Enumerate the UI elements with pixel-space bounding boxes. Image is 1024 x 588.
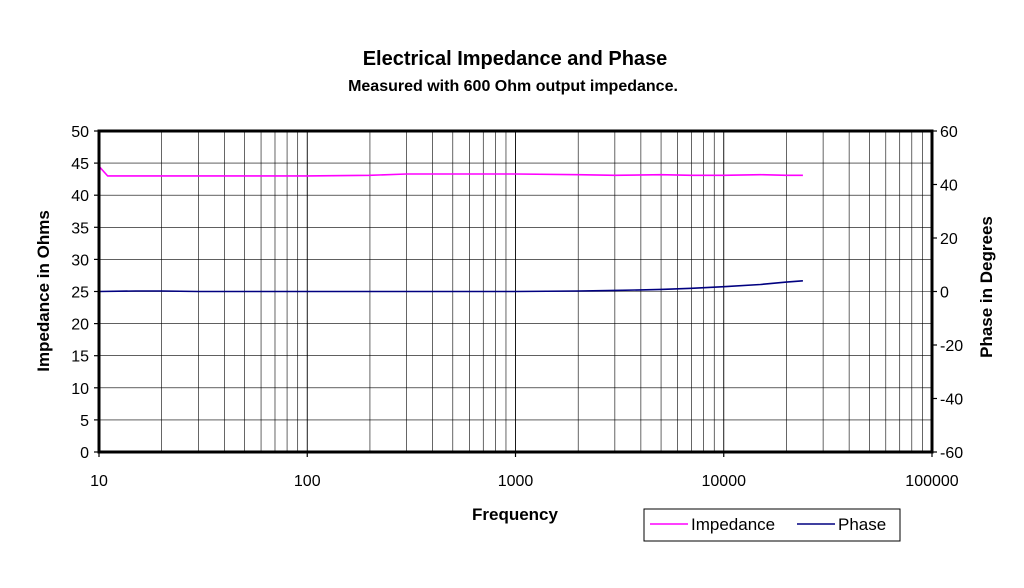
y2-tick-label: 0 xyxy=(940,285,949,302)
legend-box xyxy=(643,508,901,542)
y2-axis-label: Phase in Degrees xyxy=(977,216,996,358)
y2-tick-label: 40 xyxy=(940,178,958,195)
legend-label-impedance: Impedance xyxy=(691,515,775,534)
chart-subtitle: Measured with 600 Ohm output impedance. xyxy=(348,78,678,95)
y2-tick-label: -60 xyxy=(940,445,963,462)
y-tick-label: 45 xyxy=(71,156,89,173)
chart-title: Electrical Impedance and Phase xyxy=(363,48,668,70)
x-tick-label: 100 xyxy=(294,473,321,490)
y-axis-label: Impedance in Ohms xyxy=(34,210,53,372)
y-tick-label: 35 xyxy=(71,220,89,237)
y-tick-label: 0 xyxy=(80,445,89,462)
x-axis-label: Frequency xyxy=(472,505,559,524)
y2-tick-label: 60 xyxy=(940,124,958,141)
x-tick-label: 100000 xyxy=(905,473,958,490)
series-lines xyxy=(98,165,803,293)
y-tick-label: 40 xyxy=(71,188,89,205)
y-tick-label: 5 xyxy=(80,413,89,430)
y2-tick-label: -20 xyxy=(940,338,963,355)
x-tick-label: 10 xyxy=(90,473,108,490)
series-line-impedance xyxy=(98,165,803,177)
x-tick-label: 1000 xyxy=(498,473,534,490)
x-tick-label: 10000 xyxy=(702,473,747,490)
tick-labels: 0 5 10 15 20 25 30 35 40 45 50 -60 -40 -20 0 20 40 60 10 10… xyxy=(71,124,963,490)
legend: Impedance Phase xyxy=(643,508,901,542)
legend-label-phase: Phase xyxy=(838,515,886,534)
y-tick-label: 15 xyxy=(71,349,89,366)
y2-tick-label: -40 xyxy=(940,392,963,409)
y-tick-label: 25 xyxy=(71,285,89,302)
y-tick-label: 30 xyxy=(71,252,89,269)
y-tick-label: 50 xyxy=(71,124,89,141)
y-tick-label: 10 xyxy=(71,381,89,398)
y-tick-label: 20 xyxy=(71,317,89,334)
series-line-phase xyxy=(98,280,803,293)
y2-tick-label: 20 xyxy=(940,231,958,248)
